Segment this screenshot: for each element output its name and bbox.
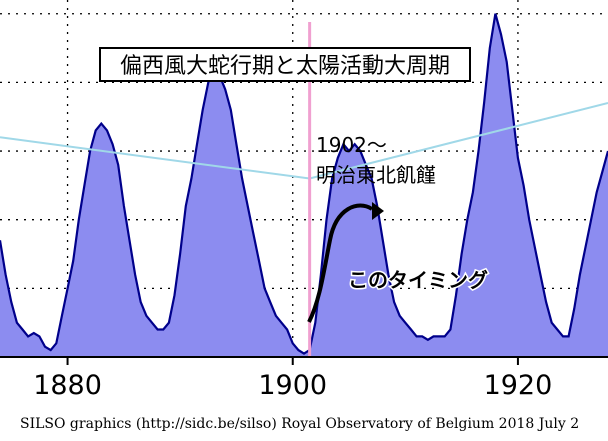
annotation-event-year: 1902～ bbox=[316, 133, 387, 157]
annotation-event-name: 明治東北飢饉 bbox=[316, 163, 436, 187]
timing-arrow bbox=[307, 203, 374, 323]
annotation-timing: このタイミング bbox=[348, 268, 488, 292]
chart-footer: SILSO graphics (http://sidc.be/silso) Ro… bbox=[20, 416, 579, 432]
chart-title-box: 偏西風大蛇行期と太陽活動大周期 bbox=[99, 47, 471, 82]
x-tick-label: 1920 bbox=[484, 370, 553, 401]
chart-title: 偏西風大蛇行期と太陽活動大周期 bbox=[120, 54, 450, 79]
timing-arrow-head bbox=[372, 202, 384, 220]
x-tick-label: 1880 bbox=[33, 370, 102, 401]
x-tick-label: 1900 bbox=[258, 370, 327, 401]
chart-title-frame bbox=[99, 47, 471, 82]
sunspot-series bbox=[0, 13, 608, 357]
series-line bbox=[0, 13, 608, 355]
x-axis: 1880 1900 1920 bbox=[0, 356, 608, 401]
